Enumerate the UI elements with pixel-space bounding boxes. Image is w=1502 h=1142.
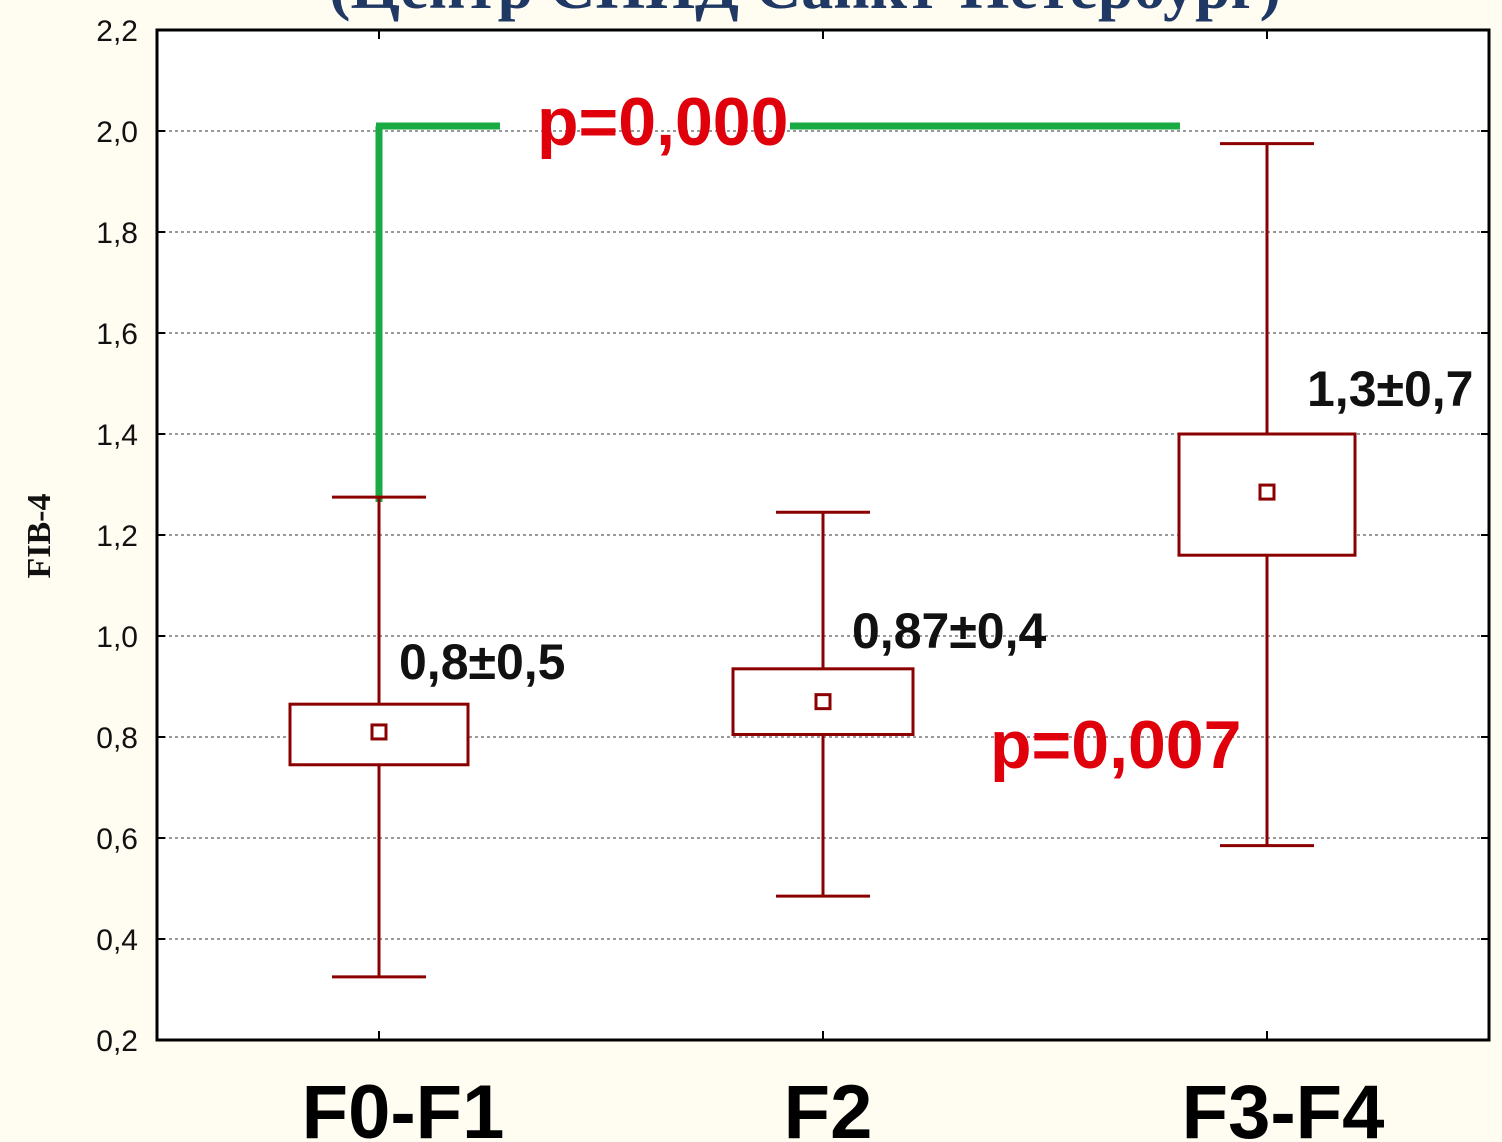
significance-bracket [375, 122, 1180, 502]
slide-title-fragment: (Центр СПИД Санкт-Петербург) [329, 0, 1281, 22]
x-category-label: F2 [784, 1070, 873, 1142]
stat-annotation: 1,3±0,7 [1307, 361, 1473, 417]
boxes [288, 142, 1357, 979]
mean-marker [370, 723, 388, 741]
y-tick-label: 0,6 [96, 823, 138, 856]
p-value-label-2: p=0,007 [990, 707, 1241, 783]
y-tick-label: 1,4 [96, 419, 138, 452]
mean-marker [814, 693, 832, 711]
box-f2 [731, 510, 915, 898]
category-labels: F0-F1 F2 F3-F4 [302, 1070, 1385, 1142]
p-value-label-1: p=0,000 [537, 84, 788, 160]
y-tick-label: 0,2 [96, 1025, 138, 1058]
box-rect [1177, 432, 1357, 557]
stat-annotation: 0,87±0,4 [852, 603, 1046, 659]
y-tick-label: 1,0 [96, 621, 138, 654]
y-axis-ticks: 0,2 0,4 0,6 0,8 1,0 1,2 1,4 1,6 1,8 2,0 2,2 [96, 15, 1489, 1058]
x-axis-ticks [378, 30, 1268, 1040]
y-tick-label: 0,4 [96, 924, 138, 957]
y-tick-label: 1,8 [96, 217, 138, 250]
box-f0-f1 [288, 495, 470, 979]
mean-marker [1258, 483, 1276, 501]
x-category-label: F0-F1 [302, 1070, 505, 1142]
box-f3-f4 [1177, 142, 1357, 848]
stat-annotations: 0,8±0,5 0,87±0,4 1,3±0,7 [399, 361, 1473, 690]
y-tick-label: 0,8 [96, 722, 138, 755]
y-axis-label: FIB-4 [21, 494, 58, 579]
y-tick-label: 2,0 [96, 116, 138, 149]
stat-annotation: 0,8±0,5 [399, 634, 565, 690]
y-tick-label: 1,6 [96, 318, 138, 351]
y-tick-label: 1,2 [96, 520, 138, 553]
x-category-label: F3-F4 [1182, 1070, 1385, 1142]
y-tick-label: 2,2 [96, 15, 138, 48]
